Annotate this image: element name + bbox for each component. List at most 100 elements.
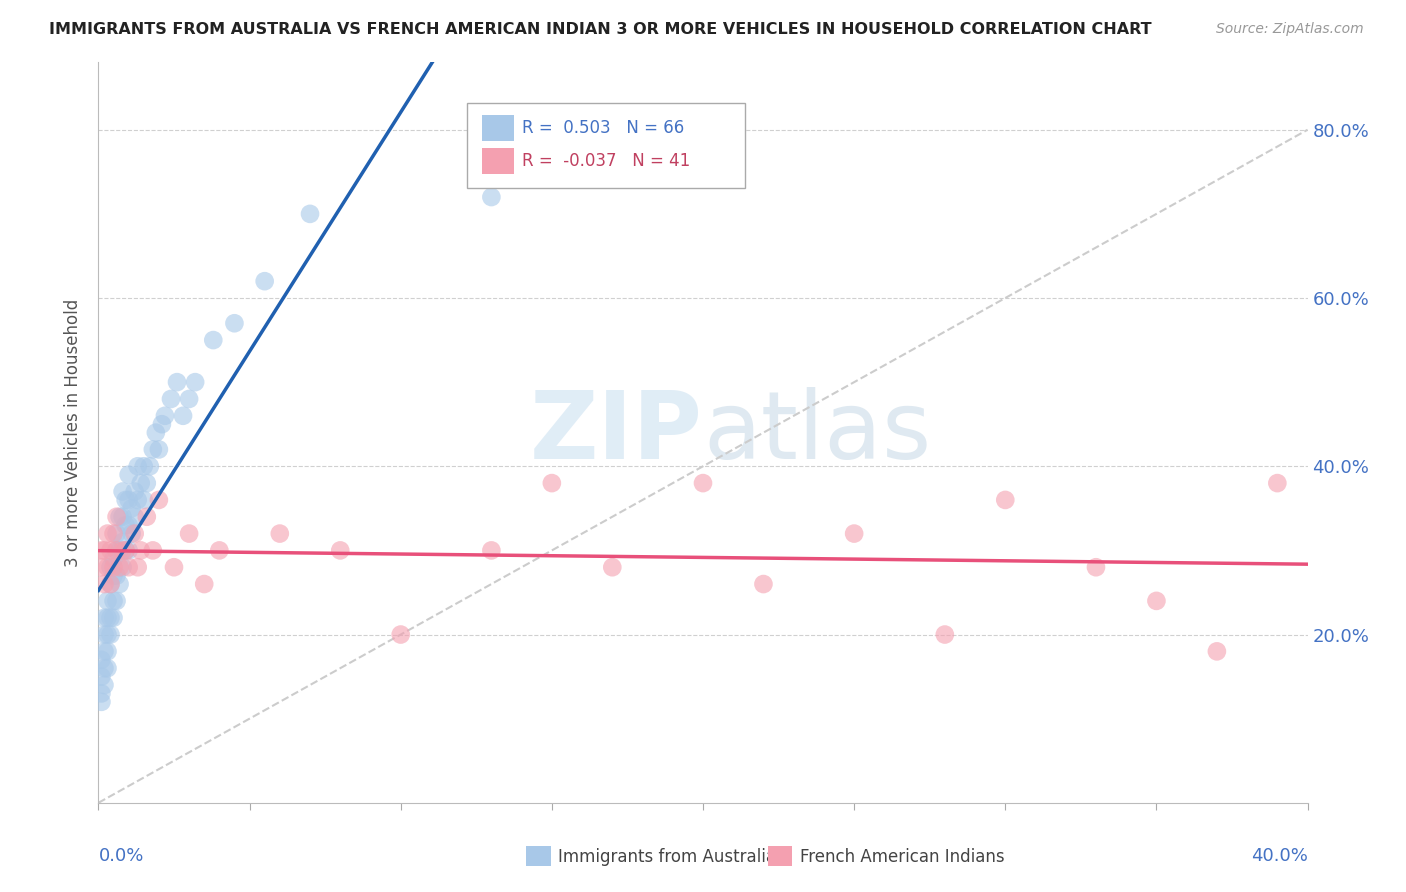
Point bbox=[96, 594, 118, 608]
Point bbox=[96, 644, 118, 658]
Point bbox=[105, 509, 128, 524]
Point bbox=[202, 333, 225, 347]
Point bbox=[96, 627, 118, 641]
FancyBboxPatch shape bbox=[482, 115, 515, 141]
Point bbox=[96, 526, 118, 541]
Point bbox=[100, 577, 122, 591]
Point bbox=[934, 627, 956, 641]
Point bbox=[105, 526, 128, 541]
Point bbox=[105, 543, 128, 558]
Point bbox=[111, 543, 134, 558]
Text: French American Indians: French American Indians bbox=[800, 848, 1004, 866]
Point bbox=[124, 526, 146, 541]
Point bbox=[103, 560, 125, 574]
Point bbox=[121, 501, 143, 516]
Point bbox=[269, 526, 291, 541]
Point bbox=[108, 577, 131, 591]
Point bbox=[90, 686, 112, 700]
Point bbox=[93, 661, 115, 675]
Point bbox=[132, 492, 155, 507]
Point bbox=[145, 425, 167, 440]
Point bbox=[103, 594, 125, 608]
Point bbox=[208, 543, 231, 558]
Point bbox=[129, 543, 152, 558]
Point bbox=[179, 526, 201, 541]
Point bbox=[118, 467, 141, 482]
Point bbox=[118, 543, 141, 558]
Point bbox=[163, 560, 186, 574]
Point bbox=[103, 610, 125, 624]
Point bbox=[93, 610, 115, 624]
Point bbox=[135, 476, 157, 491]
Point bbox=[103, 551, 125, 566]
Point bbox=[96, 610, 118, 624]
Point bbox=[148, 492, 170, 507]
Point bbox=[100, 627, 122, 641]
Point bbox=[114, 492, 136, 507]
Point bbox=[127, 459, 149, 474]
Point bbox=[752, 577, 775, 591]
Point bbox=[114, 543, 136, 558]
Point bbox=[1144, 594, 1167, 608]
Point bbox=[135, 509, 157, 524]
Point bbox=[329, 543, 352, 558]
Point bbox=[602, 560, 624, 574]
Point bbox=[100, 560, 122, 574]
Point bbox=[118, 492, 141, 507]
Text: R =  -0.037   N = 41: R = -0.037 N = 41 bbox=[522, 152, 690, 169]
Point bbox=[481, 190, 503, 204]
Point bbox=[103, 526, 125, 541]
Point bbox=[540, 476, 562, 491]
Point bbox=[108, 543, 131, 558]
Point bbox=[103, 568, 125, 582]
Point bbox=[108, 560, 131, 574]
Point bbox=[179, 392, 201, 406]
Text: R =  0.503   N = 66: R = 0.503 N = 66 bbox=[522, 119, 683, 136]
Point bbox=[118, 518, 141, 533]
Point bbox=[1206, 644, 1229, 658]
Text: ZIP: ZIP bbox=[530, 386, 703, 479]
Point bbox=[105, 594, 128, 608]
Point bbox=[105, 568, 128, 582]
Point bbox=[90, 653, 112, 667]
Point bbox=[111, 535, 134, 549]
Point bbox=[1085, 560, 1108, 574]
Point bbox=[129, 476, 152, 491]
Point bbox=[844, 526, 866, 541]
Point bbox=[142, 543, 165, 558]
Text: atlas: atlas bbox=[703, 386, 931, 479]
Text: 0.0%: 0.0% bbox=[98, 847, 143, 865]
Point bbox=[90, 560, 112, 574]
FancyBboxPatch shape bbox=[482, 148, 515, 174]
Point bbox=[389, 627, 412, 641]
Point bbox=[224, 316, 246, 330]
Point bbox=[1267, 476, 1289, 491]
Point bbox=[127, 560, 149, 574]
Point bbox=[166, 375, 188, 389]
Point bbox=[299, 207, 322, 221]
Point bbox=[90, 543, 112, 558]
Point bbox=[481, 543, 503, 558]
Point bbox=[142, 442, 165, 457]
Point bbox=[193, 577, 215, 591]
FancyBboxPatch shape bbox=[768, 847, 793, 866]
Point bbox=[93, 627, 115, 641]
Point bbox=[692, 476, 714, 491]
Point bbox=[121, 526, 143, 541]
Text: Immigrants from Australia: Immigrants from Australia bbox=[558, 848, 776, 866]
Point bbox=[153, 409, 176, 423]
Point bbox=[139, 459, 162, 474]
Point bbox=[96, 560, 118, 574]
Point bbox=[111, 560, 134, 574]
Point bbox=[184, 375, 207, 389]
Point bbox=[114, 518, 136, 533]
Text: IMMIGRANTS FROM AUSTRALIA VS FRENCH AMERICAN INDIAN 3 OR MORE VEHICLES IN HOUSEH: IMMIGRANTS FROM AUSTRALIA VS FRENCH AMER… bbox=[49, 22, 1152, 37]
Point bbox=[93, 678, 115, 692]
Point bbox=[100, 610, 122, 624]
Point bbox=[111, 509, 134, 524]
Text: 40.0%: 40.0% bbox=[1251, 847, 1308, 865]
Y-axis label: 3 or more Vehicles in Household: 3 or more Vehicles in Household bbox=[65, 299, 83, 566]
Point bbox=[90, 670, 112, 684]
Point bbox=[160, 392, 183, 406]
Point bbox=[124, 484, 146, 499]
